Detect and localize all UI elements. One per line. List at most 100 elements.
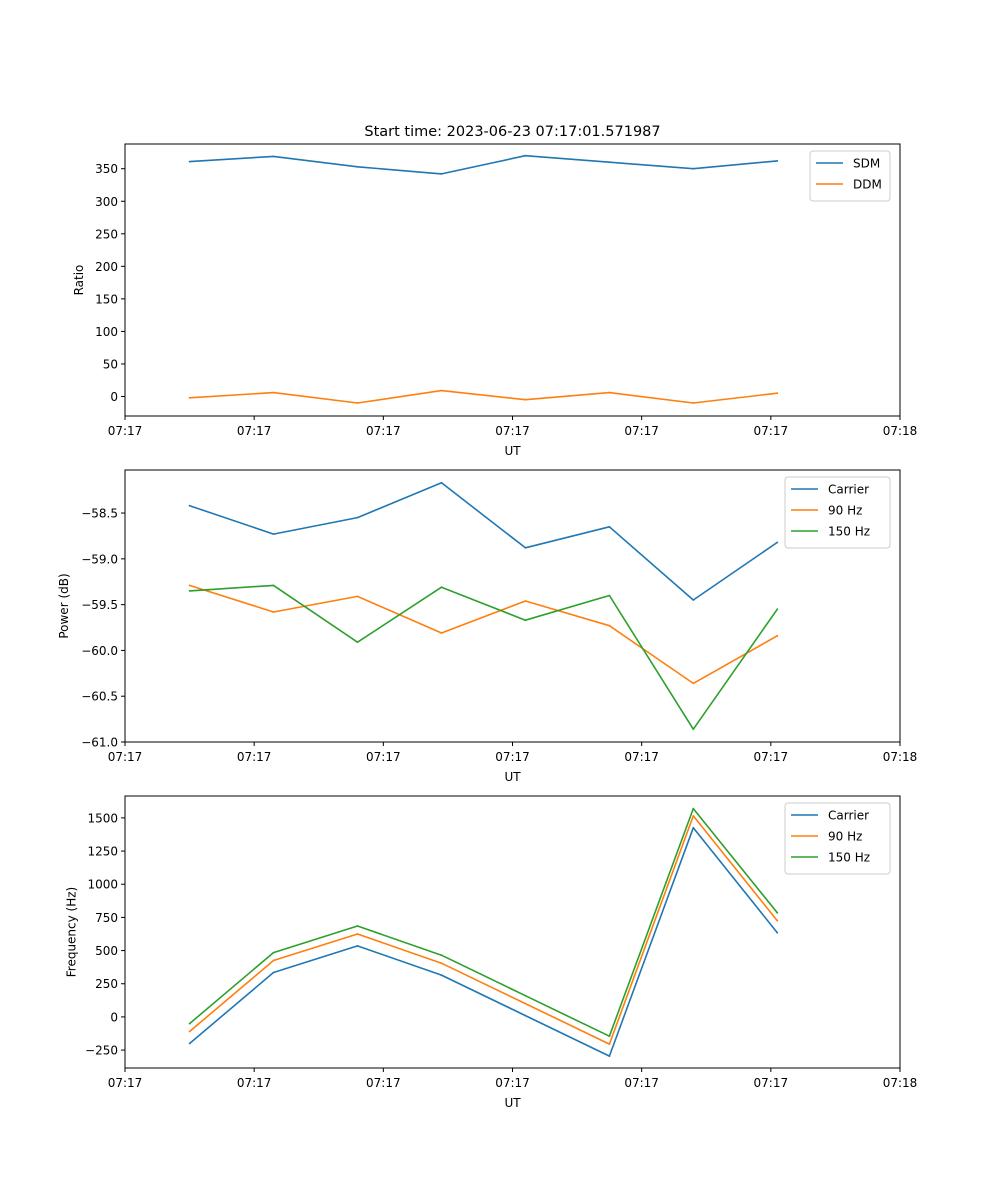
x-tick-label: 07:18 [883, 424, 918, 438]
legend: Carrier 90 Hz 150 Hz [784, 802, 891, 875]
x-tick-label: 07:17 [108, 1076, 143, 1090]
data-point [272, 971, 275, 974]
legend: SDM DDM [809, 150, 891, 202]
x-tick-label: 07:17 [495, 424, 530, 438]
legend-label: Carrier [828, 483, 869, 497]
data-point [776, 392, 779, 395]
data-point [776, 919, 779, 922]
x-tick-label: 07:17 [366, 424, 401, 438]
data-point [692, 599, 695, 601]
y-tick-label: 250 [95, 977, 118, 991]
series-line-2 [189, 584, 778, 731]
x-tick-label: 07:17 [237, 1076, 272, 1090]
data-point [272, 951, 275, 954]
legend-label: 90 Hz [828, 830, 862, 844]
data-point [608, 161, 611, 164]
series-line-1 [189, 389, 778, 404]
x-tick-label: 07:17 [108, 424, 143, 438]
y-axis-label: Power (dB) [57, 573, 71, 638]
y-tick-label: 100 [95, 325, 118, 339]
legend-label: 150 Hz [828, 851, 870, 865]
legend-label: SDM [853, 157, 880, 171]
subplot-power: 07:17 07:17 07:17 07:17 07:17 07:17 07:18 −61.0… [57, 469, 918, 784]
x-tick-label: 07:17 [495, 750, 530, 764]
series-line-0 [189, 826, 778, 1057]
data-point [440, 389, 443, 392]
y-tick-label: −58.5 [81, 507, 118, 521]
subplot-ratio: 07:17 07:17 07:17 07:17 07:17 07:17 07:18 0 50 10… [72, 143, 918, 458]
subplot-frequency: 07:17 07:17 07:17 07:17 07:17 07:17 07:18 −250 0… [65, 795, 918, 1110]
x-tick-label: 07:18 [883, 1076, 918, 1090]
y-axis-label: Ratio [72, 265, 86, 296]
x-tick-label: 07:18 [883, 750, 918, 764]
data-point [776, 160, 779, 162]
y-tick-label: 0 [110, 390, 118, 404]
data-point [272, 584, 275, 587]
data-point [692, 826, 695, 829]
y-tick-label: −59.0 [81, 552, 118, 566]
legend: Carrier 90 Hz 150 Hz [784, 476, 891, 549]
data-point [440, 481, 443, 484]
x-tick-label: 07:17 [624, 424, 659, 438]
y-axis-label: Frequency (Hz) [65, 887, 79, 978]
data-point [356, 925, 359, 927]
x-tick-label: 07:17 [237, 750, 272, 764]
x-axis-label: UT [504, 1096, 521, 1110]
data-point [440, 962, 443, 965]
y-tick-label: 750 [95, 911, 118, 925]
data-point [440, 173, 443, 175]
data-point [692, 807, 695, 810]
data-point [524, 994, 527, 997]
y-tick-label: 50 [103, 357, 118, 371]
data-point [608, 594, 611, 597]
data-point [692, 682, 695, 685]
x-tick-label: 07:17 [624, 750, 659, 764]
y-tick-label: −61.0 [81, 736, 118, 750]
y-tick-label: −60.5 [81, 690, 118, 704]
data-point [440, 586, 443, 589]
y-tick-label: 1250 [87, 845, 118, 859]
data-point [608, 1055, 611, 1057]
x-tick-label: 07:17 [366, 750, 401, 764]
data-point [356, 945, 359, 947]
data-point [272, 533, 275, 535]
data-point [272, 155, 275, 158]
x-tick-label: 07:17 [366, 1076, 401, 1090]
data-point [776, 541, 779, 544]
data-point [188, 504, 191, 507]
data-point [440, 954, 443, 957]
chart-title: Start time: 2023-06-23 07:17:01.571987 [364, 124, 660, 140]
data-point [524, 546, 527, 549]
data-point [272, 611, 275, 613]
y-tick-label: 250 [95, 227, 118, 241]
data-point [356, 595, 359, 598]
x-tick-label: 07:17 [754, 424, 789, 438]
y-tick-label: −59.5 [81, 598, 118, 612]
data-point [692, 402, 695, 404]
series-line-1 [189, 584, 778, 685]
y-tick-label: 150 [95, 292, 118, 306]
y-tick-label: 300 [95, 195, 118, 209]
x-tick-label: 07:17 [237, 424, 272, 438]
data-point [188, 1042, 191, 1045]
data-point [188, 1022, 191, 1025]
data-point [608, 1043, 611, 1045]
data-point [608, 525, 611, 528]
y-tick-label: 350 [95, 162, 118, 176]
data-point [188, 584, 191, 587]
data-point [440, 632, 443, 634]
legend-label: 90 Hz [828, 504, 862, 518]
data-point [524, 154, 527, 157]
y-tick-label: −60.0 [81, 644, 118, 658]
data-point [608, 391, 611, 394]
legend-label: DDM [853, 178, 882, 192]
data-point [440, 974, 443, 976]
legend-label: Carrier [828, 809, 869, 823]
data-point [524, 398, 527, 401]
data-point [188, 1030, 191, 1033]
data-point [692, 728, 695, 731]
x-tick-label: 07:17 [624, 1076, 659, 1090]
y-tick-label: 500 [95, 944, 118, 958]
series-line-0 [189, 154, 778, 175]
